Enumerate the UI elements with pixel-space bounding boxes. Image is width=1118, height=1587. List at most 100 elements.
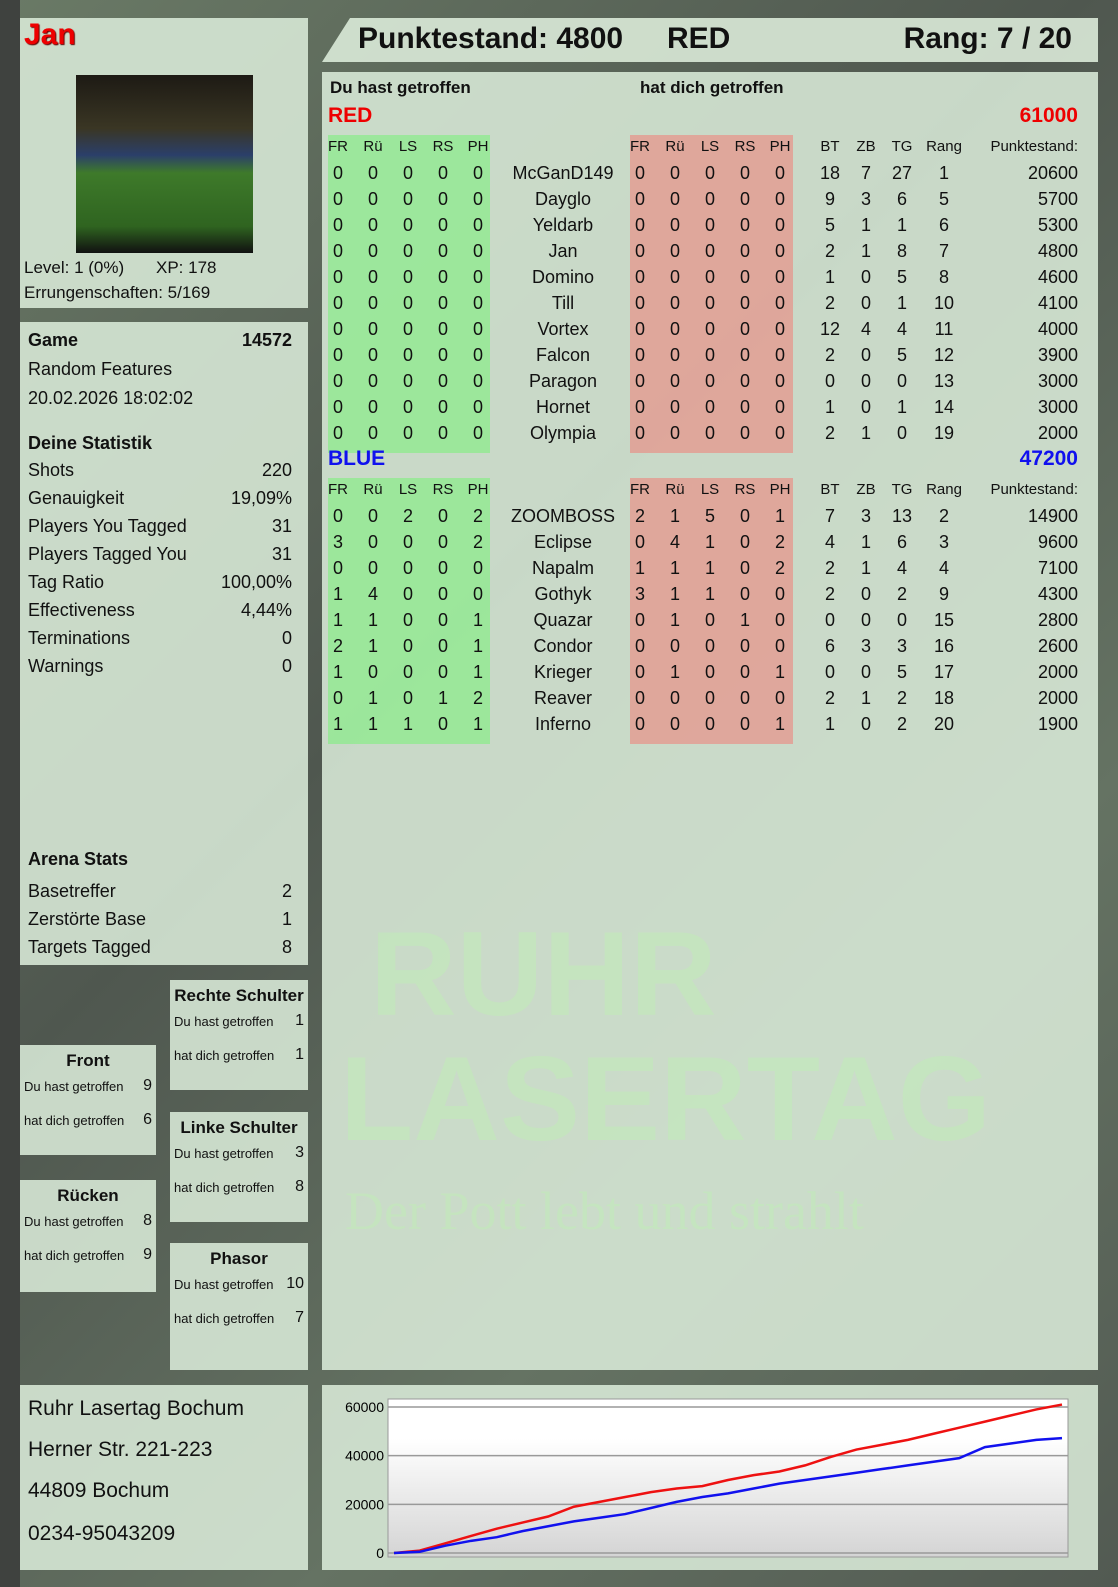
hit-you-cell: 0: [774, 584, 786, 604]
you-hit-cell: 2: [402, 506, 414, 526]
hit-you-cell: 1: [704, 532, 716, 552]
stat-label: Terminations: [28, 628, 131, 648]
player-name: Jan: [24, 18, 76, 51]
player-name: Quazar: [533, 610, 593, 630]
stat-cell: 19: [933, 423, 955, 443]
you-hit-cell: 0: [437, 558, 449, 578]
column-header: Rü: [363, 138, 383, 155]
zone-you-hit-label: Du hast getroffen: [174, 1014, 274, 1029]
address-line: Ruhr Lasertag Bochum: [28, 1397, 244, 1420]
hit-you-cell: 0: [669, 397, 681, 417]
stat-cell: 0: [896, 423, 908, 443]
column-header: BT: [820, 481, 840, 498]
column-header: Punktestand:: [990, 138, 1078, 155]
column-header: FR: [630, 481, 650, 498]
you-hit-cell: 1: [437, 688, 449, 708]
hit-you-cell: 0: [704, 610, 716, 630]
hit-you-cell: 0: [704, 636, 716, 656]
hit-you-cell: 1: [669, 610, 681, 630]
stat-cell: 1: [896, 397, 908, 417]
hit-you-cell: 1: [669, 584, 681, 604]
you-hit-cell: 0: [332, 319, 344, 339]
hit-zone-1: Rücken Du hast getroffen 8 hat dich getroff…: [20, 1180, 156, 1292]
column-header: PH: [769, 481, 791, 498]
column-header: PH: [467, 138, 489, 155]
stat-cell: 0: [860, 371, 872, 391]
player-name: McGanD149: [512, 163, 614, 183]
stat-cell: 2: [896, 584, 908, 604]
plot-area: [387, 1398, 1069, 1558]
hit-you-cell: 0: [634, 371, 646, 391]
stat-cell: 13: [933, 371, 955, 391]
hit-you-cell: 0: [704, 423, 716, 443]
hit-you-cell: 0: [774, 163, 786, 183]
stat-cell: 4: [896, 558, 908, 578]
player-score: 5700: [1037, 189, 1078, 209]
hit-you-cell: 1: [704, 558, 716, 578]
player-name: Domino: [531, 267, 595, 287]
you-hit-cell: 0: [472, 423, 484, 443]
hit-you-cell: 0: [739, 662, 751, 682]
stat-cell: 1: [860, 241, 872, 261]
you-hit-cell: 0: [402, 688, 414, 708]
you-hit-cell: 0: [402, 189, 414, 209]
hit-you-cell: 0: [739, 345, 751, 365]
stat-value: 4,44%: [240, 600, 292, 620]
player-score: 3900: [1037, 345, 1078, 365]
hit-you-cell: 0: [634, 397, 646, 417]
you-hit-cell: 0: [472, 397, 484, 417]
stat-label: Zerstörte Base: [28, 909, 147, 929]
stat-cell: 0: [860, 267, 872, 287]
you-hit-cell: 0: [367, 189, 379, 209]
stat-cell: 12: [933, 345, 955, 365]
you-hit-cell: 1: [367, 714, 379, 734]
you-hit-cell: 0: [332, 215, 344, 235]
stat-cell: 7: [824, 506, 836, 526]
you-hit-cell: 0: [332, 688, 344, 708]
column-header: Punktestand:: [990, 481, 1078, 498]
player-score: 4600: [1037, 267, 1078, 287]
hit-you-cell: 0: [739, 293, 751, 313]
zone-you-hit-value: 3: [295, 1144, 304, 1161]
stat-cell: 1: [860, 423, 872, 443]
stat-row: Terminations 0: [28, 628, 292, 649]
stat-cell: 2: [896, 714, 908, 734]
hit-you-cell: 5: [704, 506, 716, 526]
stat-value: 220: [261, 460, 292, 480]
hit-zone-4: Phasor Du hast getroffen 10 hat dich getrof…: [170, 1243, 308, 1370]
hit-you-cell: 1: [704, 584, 716, 604]
you-hit-cell: 1: [332, 714, 344, 734]
zone-hit-you-value: 8: [295, 1178, 304, 1195]
hit-you-cell: 0: [774, 189, 786, 209]
player-score: 4000: [1037, 319, 1078, 339]
stat-cell: 13: [891, 506, 913, 526]
you-hit-cell: 2: [332, 636, 344, 656]
hit-you-cell: 0: [774, 319, 786, 339]
y-tick-label: 20000: [345, 1496, 384, 1512]
stat-cell: 5: [896, 662, 908, 682]
hit-zone-0: Front Du hast getroffen 9 hat dich getroffe…: [20, 1045, 156, 1155]
hit-you-cell: 0: [704, 215, 716, 235]
player-score: 7100: [1037, 558, 1078, 578]
you-hit-cell: 3: [332, 532, 344, 552]
zone-you-hit-value: 10: [286, 1275, 304, 1292]
hit-you-cell: 0: [739, 558, 751, 578]
you-hit-cell: 2: [472, 688, 484, 708]
zone-hit-you-label: hat dich getroffen: [174, 1180, 275, 1195]
stat-row: Warnings 0: [28, 656, 292, 677]
hit-zone-2: Rechte Schulter Du hast getroffen 1 hat dic…: [170, 980, 308, 1090]
stat-cell: 0: [896, 371, 908, 391]
hit-you-cell: 1: [634, 558, 646, 578]
player-name: Dayglo: [534, 189, 592, 209]
column-header: RS: [734, 138, 756, 155]
column-header: Rü: [363, 481, 383, 498]
column-header: LS: [700, 138, 720, 155]
player-score: 2000: [1037, 662, 1078, 682]
you-hit-cell: 0: [472, 215, 484, 235]
hit-zone-3: Linke Schulter Du hast getroffen 3 hat dich…: [170, 1112, 308, 1222]
stat-cell: 18: [933, 688, 955, 708]
hit-you-cell: 0: [634, 345, 646, 365]
hit-you-cell: 0: [774, 241, 786, 261]
column-header: Rü: [665, 138, 685, 155]
stat-cell: 9: [824, 189, 836, 209]
